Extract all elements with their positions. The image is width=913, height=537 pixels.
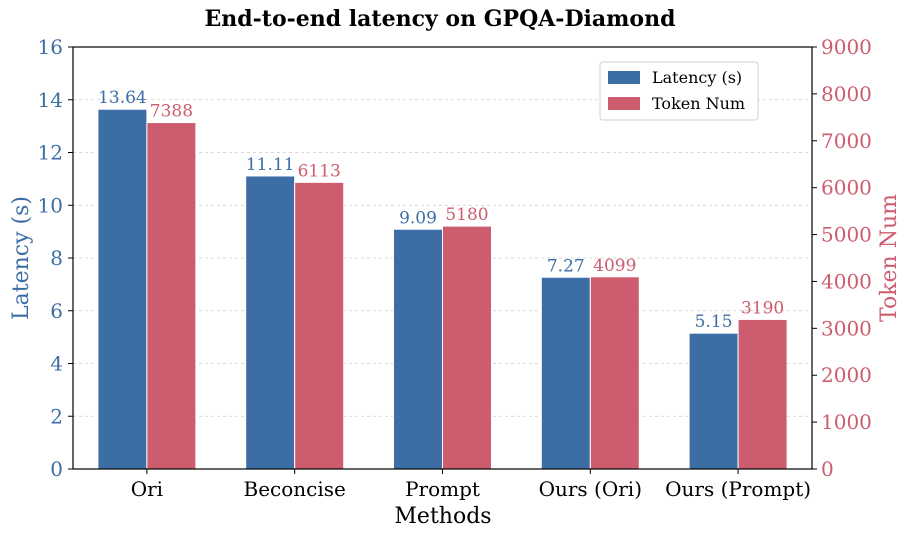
bar-value-label: 7388 — [150, 102, 193, 122]
y2-tick-label: 6000 — [821, 176, 872, 200]
bar-value-label: 9.09 — [399, 208, 437, 228]
bar-latency — [97, 108, 148, 470]
axes-group: 0 2 4 6 8 10 12 14 16 0 1000 2000 3000 4000 5000 6000 70… — [38, 35, 872, 501]
bar-value-label: 7.27 — [547, 256, 585, 276]
y2-tick-label: 8000 — [821, 82, 872, 106]
y-tick-label: 2 — [50, 404, 63, 428]
bar-token-num — [737, 318, 788, 470]
bar-latency — [688, 332, 739, 470]
y-tick-label: 12 — [38, 141, 63, 165]
y2-axis-label: Token Num — [877, 194, 902, 322]
bar-value-label: 3190 — [741, 298, 784, 318]
y-tick-label: 4 — [50, 352, 63, 376]
legend: Latency (s) Token Num — [599, 61, 759, 121]
x-tick-label: Ori — [131, 477, 163, 501]
legend-swatch — [608, 71, 640, 84]
x-tick-label: Ours (Prompt) — [665, 477, 811, 501]
y2-tick-label: 9000 — [821, 35, 872, 59]
bar-latency — [245, 175, 296, 470]
bar-token-num — [442, 225, 492, 470]
x-tick-label: Ours (Ori) — [539, 477, 642, 501]
plot-frame — [72, 46, 813, 470]
bar-value-label: 4099 — [593, 256, 636, 276]
y2-tick-label: 4000 — [821, 269, 872, 293]
bar-token-num — [146, 122, 197, 470]
bar-token-num — [589, 276, 640, 470]
y-tick-label: 0 — [50, 457, 63, 481]
y-tick-label: 6 — [50, 299, 63, 323]
bar-value-label: 11.11 — [246, 155, 295, 175]
chart-title: End-to-end latency on GPQA-Diamond — [205, 6, 676, 32]
bar-value-label: 6113 — [298, 161, 341, 181]
x-axis-label: Methods — [394, 504, 491, 529]
y-tick-label: 16 — [38, 35, 63, 59]
bar-value-label: 5.15 — [695, 312, 733, 332]
bar-latency — [540, 276, 591, 470]
y-tick-label: 14 — [38, 88, 63, 112]
y2-tick-label: 7000 — [821, 129, 872, 153]
bar-value-label: 13.64 — [98, 88, 147, 108]
y2-tick-label: 3000 — [821, 316, 872, 340]
y2-tick-label: 1000 — [821, 410, 872, 434]
y-tick-label: 8 — [50, 246, 63, 270]
y-tick-label: 10 — [38, 193, 63, 217]
x-tick-label: Beconcise — [244, 477, 346, 501]
bar-token-num — [294, 181, 345, 470]
x-tick-label: Prompt — [405, 477, 480, 501]
legend-label: Latency (s) — [652, 68, 742, 87]
y2-tick-label: 5000 — [821, 223, 872, 247]
legend-swatch — [608, 97, 640, 110]
bar-latency — [393, 228, 443, 470]
legend-label: Token Num — [652, 94, 745, 113]
y2-tick-label: 0 — [821, 457, 834, 481]
y2-tick-label: 2000 — [821, 363, 872, 387]
bars-group — [97, 108, 788, 470]
bar-value-label: 5180 — [445, 205, 488, 225]
y-axis-label: Latency (s) — [9, 196, 34, 320]
